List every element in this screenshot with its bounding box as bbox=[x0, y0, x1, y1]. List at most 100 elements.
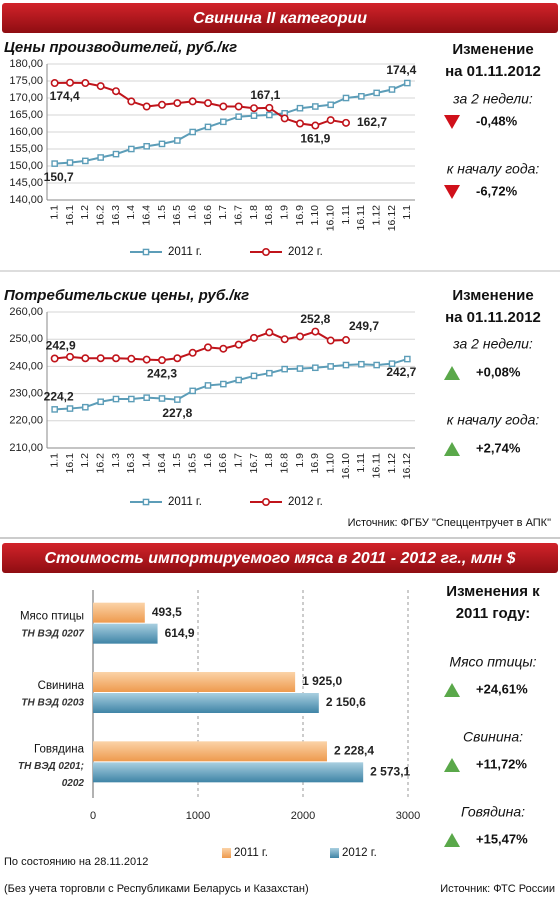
point bbox=[250, 104, 259, 113]
point bbox=[250, 333, 259, 342]
x-tick-label: 1.11 bbox=[340, 205, 352, 225]
point bbox=[296, 365, 304, 372]
y-tick-label: 230,00 bbox=[9, 388, 43, 400]
x-tick-label: 16.12 bbox=[401, 453, 413, 479]
panel-label: к началу года: bbox=[447, 161, 540, 177]
data-label: 224,2 bbox=[44, 390, 74, 404]
x-tick-label: 1.8 bbox=[248, 205, 260, 220]
point bbox=[51, 406, 58, 413]
legend-label: 2011 г. bbox=[168, 246, 202, 258]
point bbox=[158, 395, 166, 402]
data-label: 167,1 bbox=[250, 88, 280, 102]
data-label: 161,9 bbox=[300, 132, 330, 146]
point bbox=[173, 99, 182, 108]
y-tick-label: 180,00 bbox=[9, 58, 43, 70]
change-arrow bbox=[444, 185, 460, 199]
x-tick-label: 1.3 bbox=[110, 453, 122, 468]
point bbox=[327, 101, 334, 109]
x-tick-label: 16.10 bbox=[340, 453, 352, 479]
x-tick-label: 1.10 bbox=[324, 453, 336, 474]
x-tick-label: 16.4 bbox=[156, 453, 168, 474]
point bbox=[311, 327, 320, 336]
point bbox=[358, 360, 365, 368]
section-header-bar bbox=[2, 543, 558, 573]
change-arrow bbox=[444, 758, 460, 772]
x-tick-label: 1.7 bbox=[217, 205, 229, 220]
point bbox=[327, 363, 334, 370]
point bbox=[220, 380, 227, 388]
panel-heading: 2011 году: bbox=[456, 605, 531, 622]
point bbox=[265, 328, 274, 337]
point bbox=[188, 348, 197, 357]
point bbox=[81, 79, 90, 88]
point bbox=[112, 87, 121, 96]
x-tick-label: 0 bbox=[90, 810, 96, 822]
bar bbox=[93, 741, 327, 762]
x-tick-label: 16.6 bbox=[217, 453, 229, 474]
y-tick-label: 240,00 bbox=[9, 360, 43, 372]
y-tick-label: 170,00 bbox=[9, 92, 43, 104]
point bbox=[358, 92, 365, 100]
point bbox=[261, 248, 270, 257]
x-tick-label: 16.6 bbox=[202, 205, 214, 226]
point bbox=[128, 145, 135, 153]
y-tick-label: 155,00 bbox=[9, 143, 43, 155]
point bbox=[219, 344, 228, 353]
x-tick-label: 1.10 bbox=[309, 205, 321, 226]
x-tick-label: 3000 bbox=[396, 810, 420, 822]
point bbox=[219, 102, 228, 111]
y-tick-label: 260,00 bbox=[9, 306, 43, 318]
point bbox=[112, 354, 121, 363]
x-tick-label: 1.12 bbox=[370, 205, 382, 226]
x-tick-label: 16.8 bbox=[278, 453, 290, 474]
point bbox=[265, 103, 274, 112]
point bbox=[295, 332, 304, 341]
panel-heading: на 01.11.2012 bbox=[445, 63, 541, 80]
point bbox=[96, 354, 105, 363]
panel-heading: Изменение bbox=[452, 287, 533, 304]
x-tick-label: 1.5 bbox=[171, 453, 183, 468]
bar bbox=[93, 623, 158, 644]
panel-heading: Изменение bbox=[452, 41, 533, 58]
category-label: Свинина bbox=[38, 680, 85, 692]
data-label: 242,9 bbox=[46, 339, 76, 353]
panel-heading: на 01.11.2012 bbox=[445, 309, 541, 326]
legend-label: 2012 г. bbox=[288, 246, 323, 258]
point bbox=[312, 364, 319, 372]
point bbox=[204, 343, 213, 352]
data-label: 150,7 bbox=[44, 170, 74, 184]
point bbox=[312, 103, 319, 110]
legend-label: 2012 г. bbox=[288, 496, 323, 508]
panel-value: -0,48% bbox=[476, 113, 518, 128]
x-tick-label: 1.7 bbox=[232, 453, 244, 468]
panel-value: +24,61% bbox=[476, 681, 528, 696]
point bbox=[66, 405, 74, 412]
x-tick-label: 1.4 bbox=[125, 205, 137, 220]
point bbox=[342, 94, 350, 102]
panel-label: Говядина: bbox=[461, 804, 525, 820]
x-tick-label: 16.9 bbox=[294, 205, 306, 226]
point bbox=[81, 354, 90, 363]
point bbox=[66, 159, 74, 166]
data-label: 242,3 bbox=[147, 366, 177, 380]
point bbox=[266, 369, 273, 377]
y-tick-label: 140,00 bbox=[9, 194, 43, 206]
point bbox=[204, 382, 212, 389]
panel-label: Мясо птицы: bbox=[449, 654, 536, 670]
x-tick-label: 1.9 bbox=[294, 453, 306, 468]
chart-title: Цены производителей, руб./кг bbox=[4, 39, 237, 56]
x-tick-label: 1.1 bbox=[48, 205, 60, 220]
data-label: 227,8 bbox=[162, 406, 192, 420]
x-tick-label: 1.1 bbox=[48, 453, 60, 468]
point bbox=[51, 160, 58, 167]
point bbox=[50, 354, 59, 363]
data-label: 2 150,6 bbox=[326, 695, 366, 709]
panel-heading: Изменения к bbox=[446, 583, 540, 600]
y-tick-label: 220,00 bbox=[9, 415, 43, 427]
panel-value: +0,08% bbox=[476, 364, 521, 379]
data-label: 242,7 bbox=[386, 365, 416, 379]
category-note: ТН ВЭД 0201; bbox=[18, 761, 84, 772]
panel-value: +2,74% bbox=[476, 440, 521, 455]
point bbox=[174, 396, 181, 403]
